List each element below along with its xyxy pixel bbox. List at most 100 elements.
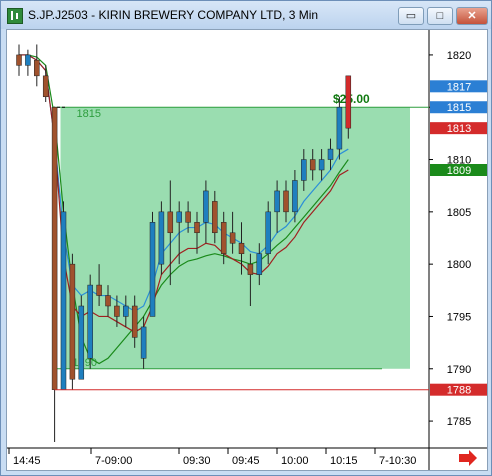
x-tick-label: 10:15 [330,455,358,467]
price-marker-bg [430,101,487,114]
candle [87,274,93,369]
x-tick-label: 7-09:00 [95,455,132,467]
y-tick-label: 1820 [447,50,471,62]
candle-body [247,263,254,275]
candle [327,138,334,170]
candle [220,211,227,265]
price-marker: 1788 [430,383,487,397]
price-marker: 1813 [430,122,487,135]
candle [158,201,165,275]
candle [69,253,76,390]
scroll-right-arrow-icon[interactable] [459,450,477,466]
candle [176,201,182,265]
candle-body [105,295,111,307]
candle-body [140,326,147,359]
y-tick-label: 1785 [447,416,471,428]
candle-body [185,211,191,223]
price-marker-bg [430,80,487,93]
y-axis: 1820181518101805180017951790178518171815… [429,50,487,428]
candle [42,65,49,102]
candle [238,222,245,275]
candle-body [238,242,245,254]
candle-body [78,305,85,380]
price-marker-label: 1817 [447,81,471,93]
candle-body [16,54,22,66]
candle [51,106,58,442]
title-bar[interactable]: S.JP.J2503 - KIRIN BREWERY COMPANY LTD, … [1,1,491,29]
candle-body [336,106,343,150]
candle-body [309,159,316,171]
price-marker-bg [430,164,487,176]
x-tick-label: 14:45 [13,455,41,467]
candle [212,190,218,244]
candle [301,149,307,191]
candle-body [114,305,120,317]
close-button[interactable]: ✕ [456,7,488,25]
candle [247,253,254,306]
y-tick-label: 1795 [447,311,471,323]
candle [114,295,120,327]
candle-body [51,106,58,390]
grid [7,30,487,470]
box-bottom-label: 1790 [73,357,97,369]
candle-body [176,211,182,223]
candle [140,316,147,369]
candle-body [131,305,138,338]
candle-body [123,305,129,317]
candles [16,44,352,442]
candle [131,295,138,348]
profit-label: $25.00 [333,92,370,106]
candle [149,211,156,317]
candle [229,211,236,254]
y-tick-label: 1800 [447,259,471,271]
maximize-button[interactable]: □ [427,7,453,25]
candle-body [265,211,271,254]
candle-body [318,159,325,171]
candle-body [167,211,174,234]
candle-body [42,75,49,98]
chart-app-icon[interactable] [7,8,23,24]
candle [96,264,102,306]
candle [105,285,111,317]
x-tick-label: 7-10:30 [379,455,416,467]
candle-body [345,75,352,129]
candle [16,44,22,76]
candle [336,96,343,160]
candle-body [25,54,31,66]
candle-body [292,180,298,213]
box-top-label: 1815 [77,108,101,120]
price-marker: 1815 [430,101,487,114]
trade-box: 1815 1790 $25.00 [52,92,429,370]
candle-body [212,201,218,234]
x-axis: 14:45 7-09:00 09:30 09:45 10:00 10:15 7-10:30 [8,448,477,467]
minimize-button[interactable]: ▭ [398,7,424,25]
candle [345,75,352,139]
candle-body [274,190,280,213]
candle-body [229,232,236,244]
price-marker-label: 1809 [447,165,471,177]
candle [256,243,263,286]
candle-body [34,59,40,77]
candle [265,201,271,265]
price-marker-label: 1813 [447,123,471,135]
x-tick-label: 09:30 [183,455,211,467]
candle [34,44,40,87]
chart-area[interactable]: 1815 1790 $25.00 1820 1815 1810 1805 1800 1795 1… [6,29,488,471]
candle [123,295,129,327]
price-marker-bg [430,383,487,396]
candle-body [69,263,76,380]
candle [283,180,289,223]
candle-body [203,190,209,223]
y-tick-label: 1790 [447,364,471,376]
y-tick-label: 1810 [447,155,471,167]
price-marker-label: 1815 [447,102,471,114]
price-chart[interactable]: 1815 1790 $25.00 1820 1815 1810 1805 1800 1795 1… [7,30,487,470]
candle [194,211,200,254]
candle [25,49,31,76]
window-title: S.JP.J2503 - KIRIN BREWERY COMPANY LTD, … [28,8,319,22]
candle-body [87,284,93,359]
y-tick-label: 1805 [447,207,471,219]
price-marker-label: 1788 [447,385,471,397]
candle-body [327,148,334,160]
